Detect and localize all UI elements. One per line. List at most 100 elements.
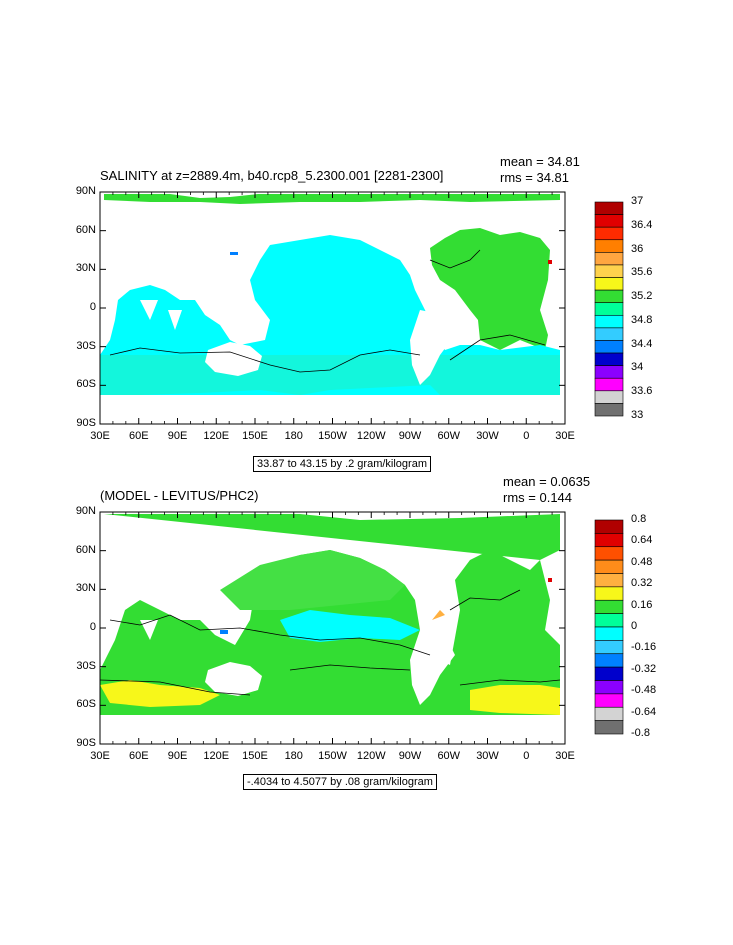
colorbar-swatch: [594, 214, 624, 228]
lon-label: 0: [523, 430, 530, 442]
colorbar-label: 34: [631, 361, 644, 374]
colorbar-swatch: [594, 586, 624, 601]
colorbar-swatch: [594, 613, 624, 628]
lon-label: 60E: [128, 430, 149, 442]
colorbar-swatch: [594, 693, 624, 708]
colorbar-swatch: [594, 365, 624, 379]
colorbar-label: -0.8: [631, 727, 650, 739]
salinity-map: [99, 191, 624, 425]
colorbar-swatch: [594, 226, 624, 241]
lon-label: 180: [284, 750, 303, 762]
lat-label: 90N: [75, 185, 96, 197]
colorbar-swatch: [594, 720, 624, 735]
lat-label: 60S: [76, 698, 96, 711]
lon-label: 90E: [167, 750, 188, 762]
colorbar-label: 35.2: [631, 290, 653, 303]
colorbar-swatch: [594, 666, 624, 681]
colorbar-swatch: [594, 390, 624, 404]
colorbar-label: -0.48: [631, 684, 657, 697]
lon-label: 150E: [242, 750, 268, 762]
colorbar-swatch: [594, 340, 624, 354]
lat-label: 30S: [76, 339, 96, 352]
colorbar-label: 0.48: [631, 555, 653, 568]
colorbar-label: 0.16: [631, 598, 653, 611]
lat-label: 30N: [75, 582, 96, 595]
colorbar-swatch: [594, 653, 624, 668]
lon-label: 90W: [398, 750, 422, 762]
salinity-range-info: 33.87 to 43.15 by .2 gram/kilogram: [253, 456, 431, 472]
colorbar-label: 35.6: [631, 266, 653, 279]
colorbar-label: 0.32: [631, 577, 653, 590]
colorbar-swatch: [594, 327, 624, 341]
colorbar-swatch: [594, 403, 624, 417]
colorbar-swatch: [594, 264, 624, 278]
colorbar-label: 34.8: [631, 313, 653, 326]
salinity-rms: rms = 34.81: [500, 170, 570, 185]
colorbar-swatch: [594, 377, 624, 392]
colorbar-label: -0.32: [631, 662, 657, 675]
colorbar-swatch: [594, 573, 624, 588]
lon-label: 120E: [203, 750, 230, 762]
colorbar-label: 36: [631, 242, 644, 255]
colorbar-swatch: [594, 314, 624, 329]
lon-label: 150W: [318, 750, 347, 762]
lat-label: 60N: [75, 223, 96, 236]
difference-colorbar: [594, 519, 624, 735]
lon-label: 120W: [356, 750, 386, 762]
colorbar-label: 33: [631, 409, 644, 421]
lon-label: 60E: [128, 750, 149, 762]
difference-title: (MODEL - LEVITUS/PHC2): [100, 488, 259, 503]
lat-label: 0: [89, 301, 96, 313]
colorbar-swatch: [594, 519, 624, 534]
difference-mean: mean = 0.0635: [503, 474, 591, 489]
salinity-mean: mean = 34.81: [500, 154, 580, 169]
lat-label: 90S: [76, 417, 96, 429]
lat-label: 60N: [75, 543, 96, 556]
salinity-panel: SALINITY at z=2889.4m, b40.rcp8_5.2300.0…: [0, 150, 733, 472]
lon-label: 60W: [437, 750, 461, 762]
salinity-axis-ticks: [99, 191, 566, 425]
difference-range-info: -.4034 to 4.5077 by .08 gram/kilogram: [243, 774, 437, 790]
lat-label: 60S: [76, 378, 96, 391]
colorbar-swatch: [594, 533, 624, 548]
colorbar-swatch: [594, 252, 624, 266]
lon-label: 30E: [555, 750, 575, 762]
colorbar-label: -0.16: [631, 641, 657, 654]
lon-label: 90W: [398, 430, 422, 442]
colorbar-label: 0.64: [631, 534, 653, 547]
lon-label: 120W: [356, 430, 386, 442]
colorbar-swatch: [594, 626, 624, 641]
colorbar-swatch: [594, 277, 624, 291]
salinity-colorbar: [594, 201, 624, 417]
colorbar-swatch: [594, 239, 624, 253]
lon-label: 30E: [90, 430, 110, 442]
lon-label: 150W: [318, 430, 347, 442]
colorbar-swatch: [594, 680, 624, 695]
colorbar-label: 0: [631, 620, 638, 632]
lon-label: 30W: [476, 430, 499, 442]
colorbar-swatch: [594, 559, 624, 574]
colorbar-swatch: [594, 352, 624, 366]
difference-map: [99, 511, 624, 745]
lon-label: 120E: [203, 430, 230, 442]
difference-axis-ticks: [99, 511, 566, 745]
colorbar-label: -0.64: [631, 705, 657, 718]
lon-label: 30E: [90, 750, 110, 762]
lat-label: 90S: [76, 737, 96, 749]
colorbar-label: 33.6: [631, 385, 653, 398]
colorbar-label: 36.4: [631, 218, 653, 231]
colorbar-swatch: [594, 640, 624, 655]
colorbar-swatch: [594, 599, 624, 614]
lon-label: 150E: [242, 430, 268, 442]
difference-rms: rms = 0.144: [503, 490, 573, 505]
lon-label: 90E: [167, 430, 188, 442]
lon-label: 0: [523, 750, 530, 762]
colorbar-label: 0.8: [631, 513, 647, 525]
colorbar-swatch: [594, 289, 624, 304]
difference-ocean-field: [100, 514, 561, 715]
lon-label: 30W: [476, 750, 499, 762]
lon-label: 30E: [555, 430, 575, 442]
lat-label: 0: [89, 621, 96, 633]
colorbar-label: 37: [631, 195, 644, 207]
colorbar-swatch: [594, 706, 624, 721]
